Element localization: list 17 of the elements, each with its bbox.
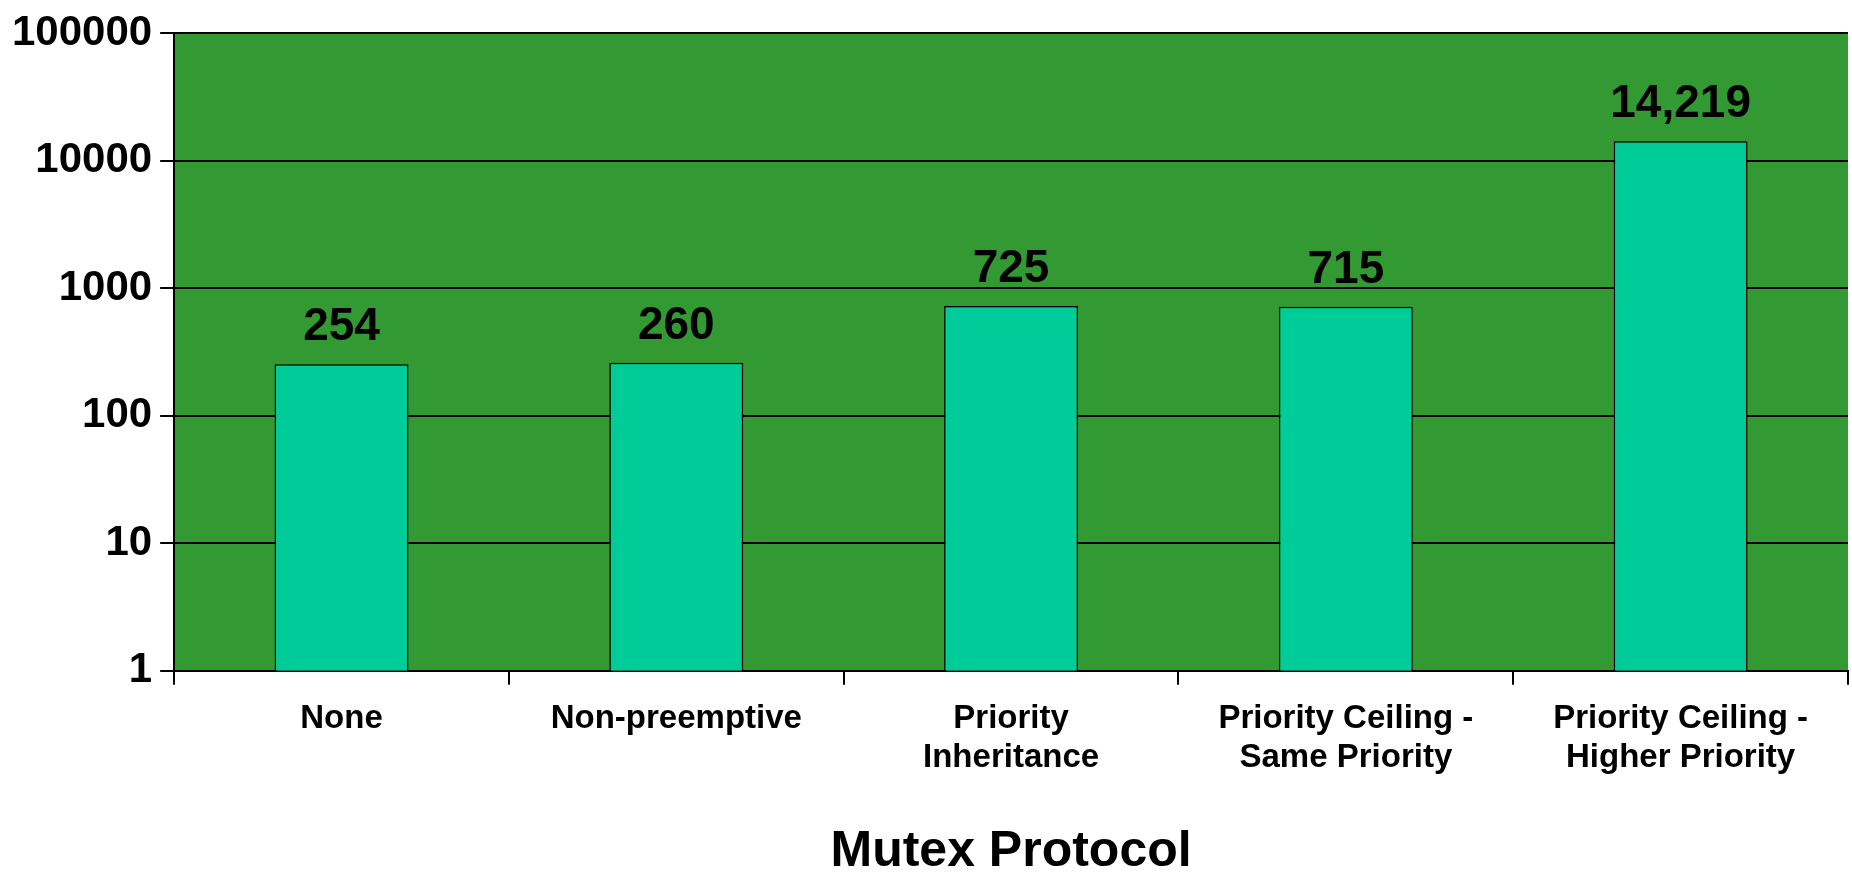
y-tick-label: 1 [128,644,153,692]
y-tick-label: 100 [82,389,153,437]
y-tick-label: 10000 [35,134,153,182]
y-tick-label: 100000 [11,6,153,54]
x-tick-label: Priority Ceiling - Higher Priority [1553,697,1809,775]
data-label: 715 [1307,240,1385,293]
y-tick-label: 10 [105,516,153,564]
y-tick-label: 1000 [58,261,153,309]
data-label: 725 [972,239,1050,292]
x-tick-label: Priority Inheritance [923,697,1100,775]
x-axis-title: Mutex Protocol [830,820,1192,877]
x-tick-label: Non-preemptive [550,697,802,735]
x-tick-label: Priority Ceiling - Same Priority [1218,697,1474,775]
x-tick-label: None [300,697,383,735]
data-label: 254 [303,297,381,350]
data-label: 14,219 [1610,74,1751,127]
data-label: 260 [637,296,715,349]
